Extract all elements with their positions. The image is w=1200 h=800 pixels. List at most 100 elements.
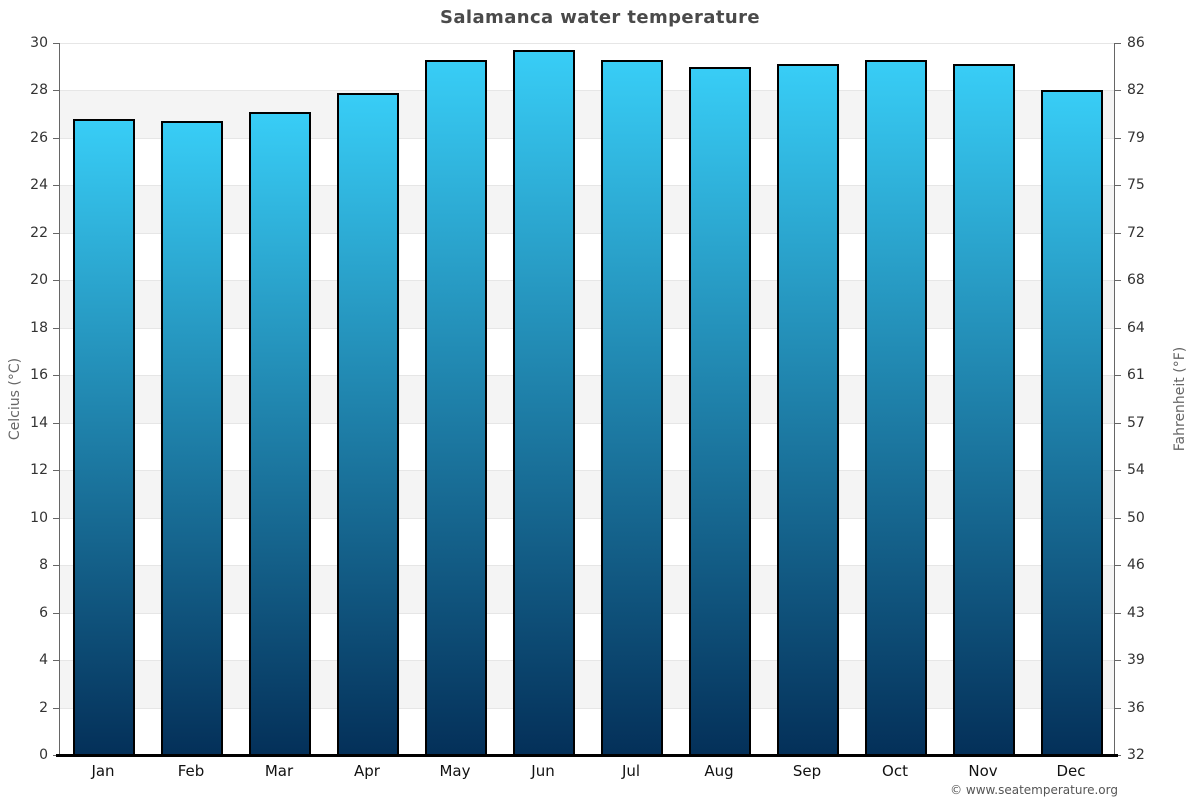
celsius-tick-mark: [53, 470, 59, 472]
fahrenheit-tick-label: 86: [1127, 35, 1145, 51]
bar-mar[interactable]: [249, 111, 311, 755]
fahrenheit-tick-label: 54: [1127, 462, 1145, 479]
gridline: [60, 232, 1114, 234]
gridline: [60, 422, 1114, 424]
celsius-tick-mark: [53, 327, 59, 329]
plot-area: [59, 43, 1115, 755]
bar-apr[interactable]: [337, 92, 399, 755]
fahrenheit-tick-label: 79: [1127, 129, 1145, 146]
plot-band: [60, 280, 1114, 328]
celsius-tick-mark: [53, 90, 59, 92]
fahrenheit-tick-label: 61: [1127, 367, 1145, 384]
bar-feb[interactable]: [161, 121, 223, 755]
gridline: [60, 43, 1114, 44]
fahrenheit-tick-label: 50: [1127, 509, 1145, 526]
bar-jul[interactable]: [601, 59, 663, 755]
plot-band: [60, 565, 1114, 613]
celsius-tick-label: 2: [39, 699, 48, 716]
bar-jun[interactable]: [513, 50, 575, 755]
celsius-tick-label: 16: [30, 367, 48, 384]
gridline: [60, 280, 1114, 282]
celsius-tick-label: 4: [39, 652, 48, 669]
month-label-jun: Jun: [531, 762, 555, 780]
fahrenheit-tick-mark: [1115, 755, 1121, 756]
celsius-tick-label: 10: [30, 509, 48, 526]
gridline: [60, 375, 1114, 377]
celsius-tick-mark: [53, 422, 59, 424]
gridline: [60, 327, 1114, 329]
month-label-feb: Feb: [177, 762, 205, 780]
celsius-tick-mark: [53, 43, 59, 44]
fahrenheit-tick-label: 36: [1127, 699, 1145, 716]
fahrenheit-tick-mark: [1115, 660, 1121, 662]
fahrenheit-tick-label: 46: [1127, 557, 1145, 574]
bar-sep[interactable]: [777, 64, 839, 755]
fahrenheit-tick-mark: [1115, 517, 1121, 519]
plot-band: [60, 90, 1114, 138]
fahrenheit-tick-mark: [1115, 470, 1121, 472]
plot-band: [60, 470, 1114, 518]
month-label-apr: Apr: [354, 762, 380, 780]
celsius-tick-mark: [53, 707, 59, 709]
gridline: [60, 185, 1114, 187]
fahrenheit-tick-label: 68: [1127, 272, 1145, 289]
fahrenheit-tick-label: 82: [1127, 82, 1145, 99]
attribution: © www.seatemperature.org: [950, 783, 1118, 797]
fahrenheit-tick-mark: [1115, 43, 1121, 44]
fahrenheit-tick-mark: [1115, 232, 1121, 234]
celsius-tick-label: 18: [30, 319, 48, 336]
month-label-jul: Jul: [621, 762, 641, 780]
fahrenheit-tick-mark: [1115, 422, 1121, 424]
celsius-tick-label: 30: [30, 35, 48, 51]
month-label-may: May: [439, 762, 471, 780]
month-label-dec: Dec: [1056, 762, 1086, 780]
celsius-tick-label: 22: [30, 224, 48, 241]
x-axis-baseline: [56, 754, 1118, 757]
celsius-tick-mark: [53, 232, 59, 234]
fahrenheit-axis-title: Fahrenheit (°F): [1172, 346, 1188, 452]
gridline: [60, 565, 1114, 567]
bar-jan[interactable]: [73, 118, 135, 755]
gridline: [60, 470, 1114, 472]
gridline: [60, 707, 1114, 709]
gridline: [60, 517, 1114, 519]
fahrenheit-tick-label: 43: [1127, 604, 1145, 621]
bar-aug[interactable]: [689, 66, 751, 755]
bar-dec[interactable]: [1041, 90, 1103, 755]
gridline: [60, 660, 1114, 662]
fahrenheit-tick-mark: [1115, 375, 1121, 377]
celsius-tick-mark: [53, 660, 59, 662]
bar-nov[interactable]: [953, 64, 1015, 755]
month-label-mar: Mar: [264, 762, 294, 780]
month-label-jan: Jan: [91, 762, 115, 780]
celsius-tick-label: 14: [30, 414, 48, 431]
month-label-sep: Sep: [792, 762, 822, 780]
celsius-tick-mark: [53, 137, 59, 139]
fahrenheit-tick-label: 72: [1127, 224, 1145, 241]
gridline: [60, 137, 1114, 139]
fahrenheit-tick-mark: [1115, 137, 1121, 139]
celsius-tick-label: 24: [30, 177, 48, 194]
celsius-tick-label: 12: [30, 462, 48, 479]
gridline: [60, 90, 1114, 92]
gridline: [60, 612, 1114, 614]
celsius-tick-label: 26: [30, 129, 48, 146]
plot-band: [60, 660, 1114, 708]
month-label-aug: Aug: [704, 762, 734, 780]
bar-oct[interactable]: [865, 59, 927, 755]
fahrenheit-tick-mark: [1115, 327, 1121, 329]
fahrenheit-tick-label: 75: [1127, 177, 1145, 194]
celsius-tick-mark: [53, 280, 59, 282]
plot-band: [60, 185, 1114, 233]
month-label-oct: Oct: [882, 762, 908, 780]
fahrenheit-tick-label: 57: [1127, 414, 1145, 431]
fahrenheit-tick-label: 64: [1127, 319, 1145, 336]
fahrenheit-tick-mark: [1115, 90, 1121, 92]
celsius-tick-label: 28: [30, 82, 48, 99]
celsius-tick-label: 6: [39, 604, 48, 621]
fahrenheit-tick-mark: [1115, 707, 1121, 709]
fahrenheit-tick-mark: [1115, 612, 1121, 614]
fahrenheit-tick-mark: [1115, 565, 1121, 567]
bar-may[interactable]: [425, 59, 487, 755]
